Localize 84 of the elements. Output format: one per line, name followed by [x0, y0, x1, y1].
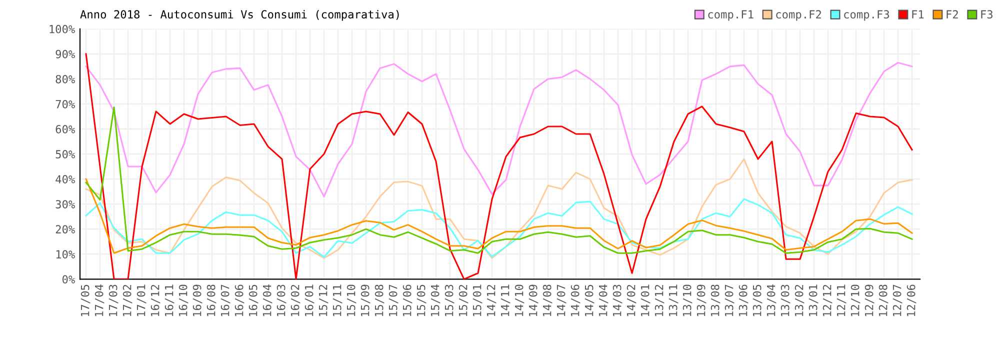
x-tick-label: 15/02: [458, 284, 468, 316]
x-tick-label: 12/10: [850, 284, 860, 316]
x-tick-label: 16/09: [192, 284, 202, 316]
x-tick-label: 15/11: [333, 284, 342, 316]
legend-label: comp.F2: [776, 10, 821, 21]
line-series: [85, 53, 913, 280]
x-tick-label: 16/02: [290, 284, 300, 316]
x-tick-label: 15/12: [318, 284, 328, 316]
x-tick-label: 14/12: [486, 284, 496, 316]
x-tick-label: 17/02: [122, 284, 132, 316]
x-tick-label: 12/09: [864, 284, 874, 316]
x-tick-label: 14/06: [570, 284, 580, 316]
x-tick-label: 15/05: [416, 284, 426, 316]
y-tick-label: 80%: [56, 74, 75, 84]
y-tick-label: 10%: [56, 250, 75, 259]
x-tick-label: 16/10: [178, 284, 188, 316]
x-tick-label: 15/06: [402, 284, 412, 316]
x-tick-label: 17/01: [136, 284, 146, 316]
y-tick-label: 70%: [56, 100, 75, 108]
x-tick-label: 15/09: [360, 284, 370, 316]
x-tick-label: 14/04: [598, 284, 608, 316]
x-tick-label: 13/10: [682, 284, 692, 316]
x-tick-label: 14/08: [542, 284, 552, 316]
legend-label: comp.F3: [844, 10, 890, 21]
x-tick-label: 13/06: [738, 284, 748, 316]
x-tick-label: 12/06: [906, 284, 916, 316]
x-tick-label: 17/04: [94, 284, 104, 316]
y-tick-label: 90%: [56, 50, 75, 58]
x-tick-label: 14/11: [501, 284, 510, 316]
y-tick-label: 0%: [62, 275, 75, 284]
x-tick-label: 14/10: [514, 284, 524, 316]
x-tick-label: 12/07: [892, 284, 902, 316]
y-tick-label: 60%: [56, 125, 75, 134]
x-tick-label: 13/02: [794, 284, 804, 316]
line-series: [85, 198, 913, 258]
x-tick-label: 16/01: [304, 284, 314, 316]
y-tick-label: 30%: [56, 200, 75, 208]
x-tick-label: 16/06: [234, 284, 244, 316]
x-tick-label: 13/12: [654, 284, 664, 316]
x-tick-label: 14/05: [584, 284, 594, 316]
x-tick-label: 17/05: [80, 284, 90, 316]
x-tick-label: 12/12: [822, 284, 832, 316]
y-tick-label: 40%: [56, 175, 75, 184]
line-series: [85, 158, 913, 259]
x-tick-label: 14/02: [626, 284, 636, 316]
x-tick-label: 12/11: [836, 284, 846, 316]
x-tick-label: 15/01: [472, 284, 482, 316]
x-tick-label: 15/03: [444, 284, 454, 316]
line-series: [85, 106, 913, 254]
legend-label: F2: [946, 10, 958, 18]
x-tick-label: 16/12: [150, 284, 160, 316]
legend-label: comp.F1: [708, 10, 754, 21]
y-tick-label: 100%: [50, 24, 75, 34]
legend-label: F1: [912, 10, 924, 18]
x-tick-label: 16/11: [164, 284, 174, 316]
chart-title: Anno 2018 - Autoconsumi Vs Consumi (comparativa): [80, 10, 399, 21]
x-tick-label: 13/05: [752, 284, 762, 316]
x-tick-label: 14/01: [640, 284, 650, 316]
x-tick-label: 12/08: [878, 284, 888, 316]
x-tick-label: 13/04: [766, 284, 776, 316]
x-tick-label: 16/05: [248, 284, 258, 316]
x-tick-label: 14/03: [612, 284, 622, 316]
legend-label: F3: [981, 10, 992, 19]
x-tick-label: 13/08: [710, 284, 720, 316]
x-tick-label: 13/01: [808, 284, 818, 316]
x-tick-label: 17/03: [108, 284, 118, 316]
x-tick-label: 16/08: [206, 284, 216, 316]
line-series: [85, 178, 913, 254]
x-tick-label: 15/10: [346, 284, 356, 316]
x-tick-label: 13/09: [696, 284, 706, 316]
y-tick-label: 20%: [56, 225, 75, 234]
line-series: [85, 62, 913, 198]
x-tick-label: 13/11: [668, 284, 678, 316]
x-tick-label: 13/03: [780, 284, 790, 316]
x-tick-label: 15/07: [388, 284, 398, 316]
x-tick-label: 16/07: [220, 284, 230, 316]
x-tick-label: 15/08: [374, 284, 384, 316]
x-tick-label: 13/07: [724, 284, 734, 316]
x-tick-label: 16/04: [262, 284, 272, 316]
x-tick-label: 16/03: [276, 284, 286, 316]
x-tick-label: 14/09: [528, 284, 538, 316]
x-tick-label: 14/07: [556, 284, 566, 316]
x-tick-label: 15/04: [430, 284, 440, 316]
y-tick-label: 50%: [56, 150, 75, 158]
